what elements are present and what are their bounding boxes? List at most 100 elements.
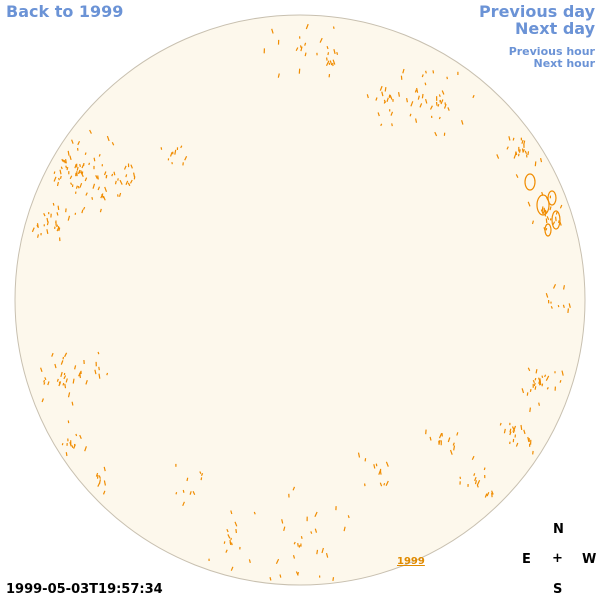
next-day-link[interactable]: Next day: [515, 19, 595, 38]
contour-mark: [97, 482, 101, 487]
contour-layer: [31, 23, 571, 581]
contour-mark: [65, 452, 68, 457]
contour-mark: [64, 383, 67, 389]
contour-mark: [364, 458, 367, 462]
contour-mark: [99, 208, 102, 213]
back-to-year-link[interactable]: Back to 1999: [6, 2, 124, 21]
contour-mark: [425, 98, 428, 104]
contour-mark: [515, 151, 518, 156]
contour-mark: [521, 388, 525, 394]
contour-mark: [199, 471, 202, 475]
contour-mark: [103, 466, 106, 472]
contour-mark: [424, 82, 427, 86]
previous-hour-link[interactable]: Previous hour: [508, 45, 595, 58]
year-link[interactable]: 1999: [397, 556, 425, 567]
contour-mark: [169, 151, 173, 157]
contour-mark: [106, 135, 110, 142]
contour-mark: [248, 559, 251, 564]
contour-mark: [75, 433, 78, 437]
contour-mark: [534, 386, 537, 390]
contour-mark: [440, 99, 444, 105]
contour-mark: [53, 171, 56, 174]
contour-mark: [511, 426, 516, 432]
contour-mark: [521, 148, 524, 153]
contour-mark: [523, 429, 526, 435]
contour-mark: [133, 176, 136, 180]
contour-mark: [230, 566, 234, 571]
contour-mark: [563, 285, 565, 290]
contour-mark: [69, 155, 72, 161]
contour-mark: [486, 492, 490, 497]
contour-mark: [509, 431, 512, 436]
contour-mark: [332, 59, 336, 65]
contour-mark: [453, 445, 456, 451]
contour-mark: [398, 91, 400, 97]
contour-mark: [459, 476, 462, 480]
contour-mark: [410, 101, 414, 107]
contour-ellipse: [524, 173, 536, 191]
contour-mark: [65, 165, 68, 169]
contour-mark: [67, 392, 71, 398]
contour-mark: [461, 120, 464, 125]
contour-mark: [529, 407, 531, 413]
contour-mark: [200, 477, 203, 481]
next-hour-link[interactable]: Next hour: [533, 57, 596, 70]
contour-mark: [389, 95, 393, 100]
contour-mark: [85, 380, 88, 385]
contour-mark: [186, 477, 189, 482]
contour-mark: [562, 304, 565, 308]
contour-mark: [512, 137, 515, 141]
contour-mark: [473, 473, 476, 477]
contour-mark: [91, 196, 94, 200]
contour-mark: [438, 116, 441, 120]
contour-mark: [61, 443, 64, 446]
contour-mark: [534, 161, 537, 167]
contour-mark: [446, 76, 448, 80]
contour-mark: [189, 491, 192, 495]
contour-mark: [332, 577, 335, 581]
contour-mark: [314, 528, 318, 533]
contour-mark: [389, 94, 391, 99]
contour-mark: [447, 437, 451, 443]
contour-mark: [375, 97, 378, 101]
contour-mark: [96, 475, 99, 479]
contour-mark: [535, 369, 538, 374]
contour-mark: [230, 510, 233, 515]
contour-mark: [88, 162, 91, 166]
contour-mark: [82, 206, 86, 210]
contour-mark: [432, 70, 435, 74]
contour-mark: [97, 351, 100, 355]
contour-mark: [316, 549, 319, 555]
contour-mark: [56, 181, 59, 187]
contour-mark: [84, 177, 88, 182]
contour-mark: [77, 185, 80, 189]
contour-mark: [527, 367, 531, 372]
contour-mark: [72, 378, 75, 384]
contour-mark: [310, 531, 313, 534]
contour-mark: [529, 388, 532, 393]
contour-mark: [540, 209, 544, 214]
contour-mark: [174, 149, 177, 155]
contour-mark: [41, 398, 44, 403]
contour-mark: [281, 519, 284, 524]
contour-mark: [79, 163, 81, 168]
contour-mark: [78, 371, 82, 377]
contour-mark: [43, 212, 46, 217]
contour-mark: [71, 401, 74, 406]
contour-mark: [437, 104, 440, 107]
contour-mark: [567, 308, 569, 313]
compass-east: E: [522, 552, 531, 567]
contour-mark: [133, 172, 136, 178]
contour-mark: [499, 422, 502, 426]
contour-mark: [305, 23, 309, 30]
contour-mark: [70, 182, 73, 186]
contour-mark: [545, 375, 550, 381]
contour-mark: [513, 154, 517, 159]
previous-day-link[interactable]: Previous day: [478, 2, 595, 21]
contour-mark: [117, 194, 119, 197]
contour-mark: [379, 482, 383, 487]
contour-mark: [414, 89, 417, 93]
contour-mark: [379, 470, 382, 475]
contour-mark: [234, 521, 238, 527]
contour-mark: [76, 166, 79, 171]
